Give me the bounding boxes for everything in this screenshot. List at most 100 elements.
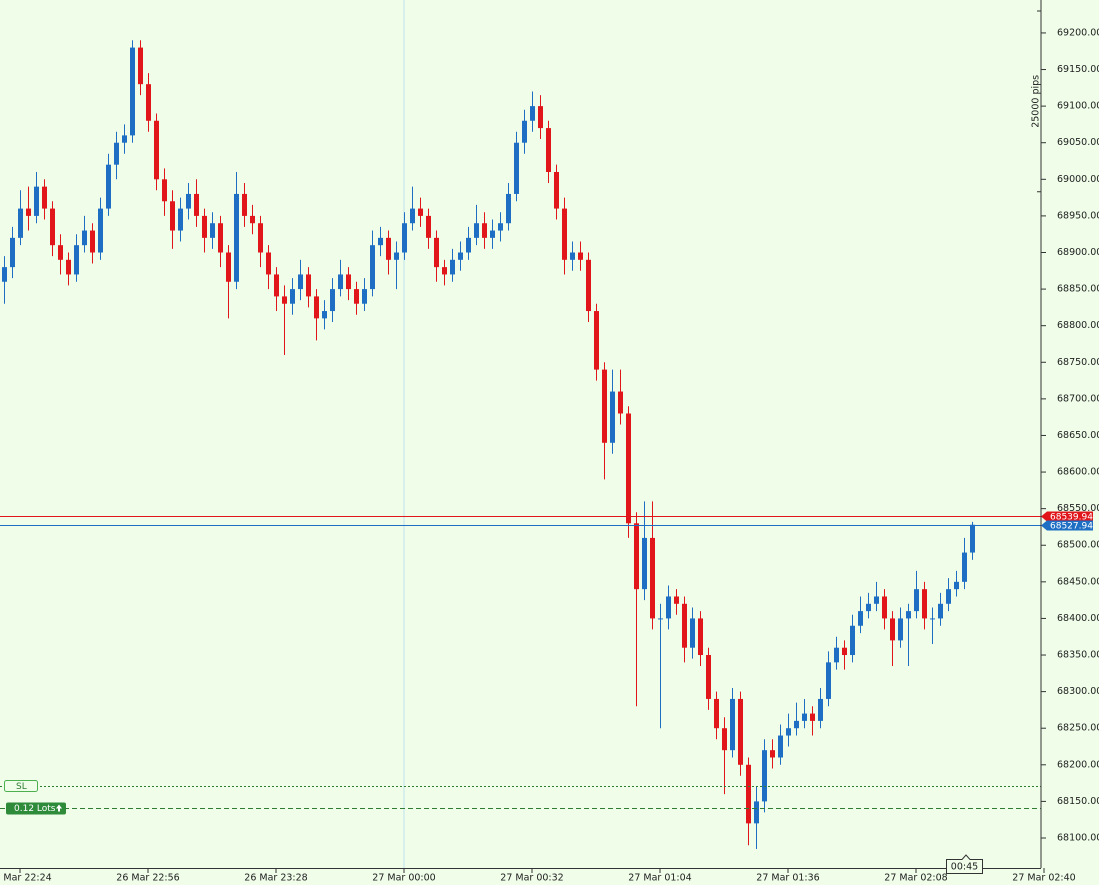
candle-body <box>26 208 31 216</box>
candle-body <box>66 259 71 275</box>
y-tick-label: 68150.00 <box>1057 796 1099 807</box>
candle-body <box>594 311 599 370</box>
candle-body <box>10 237 15 268</box>
candle-body <box>450 259 455 275</box>
candle-body <box>530 106 535 121</box>
price-tag-label: 68539.94 <box>1050 513 1093 523</box>
candle-body <box>426 215 431 238</box>
candle-body <box>698 618 703 656</box>
candle-body <box>354 289 359 304</box>
candle-body <box>290 289 295 304</box>
y-tick-label: 68950.00 <box>1057 210 1099 221</box>
y-tick-label: 68200.00 <box>1057 759 1099 770</box>
candle-body <box>754 801 759 824</box>
x-tick-label: 27 Mar 02:08 <box>884 873 947 884</box>
y-tick-label: 68700.00 <box>1057 393 1099 404</box>
candle-body <box>442 267 447 275</box>
candle-body <box>154 120 159 180</box>
y-tick-label: 68600.00 <box>1057 467 1099 478</box>
candle-body <box>482 223 487 238</box>
candle-body <box>490 230 495 238</box>
candle-body <box>746 764 751 824</box>
candle-body <box>922 589 927 619</box>
candle-body <box>602 369 607 443</box>
candle-body <box>538 106 543 129</box>
x-tick-label: 27 Mar 00:00 <box>372 873 435 884</box>
candle-body <box>730 698 735 751</box>
candle-body <box>866 603 871 612</box>
candle-body <box>578 252 583 260</box>
candle-body <box>18 208 23 238</box>
candle-body <box>674 596 679 604</box>
candle-body <box>714 698 719 729</box>
candle-body <box>50 208 55 246</box>
candle-body <box>226 252 231 282</box>
candle-body <box>938 603 943 619</box>
candle-body <box>946 589 951 604</box>
candle-body <box>218 223 223 253</box>
candle-body <box>474 223 479 238</box>
candle-body <box>82 230 87 246</box>
candle-body <box>554 171 559 209</box>
y-tick-label: 68350.00 <box>1057 650 1099 661</box>
candle-body <box>394 252 399 260</box>
candle-body <box>402 223 407 253</box>
y-tick-label: 68800.00 <box>1057 320 1099 331</box>
candle-body <box>466 237 471 253</box>
order-tag <box>6 802 66 815</box>
candle-body <box>378 237 383 246</box>
candle-body <box>882 596 887 619</box>
candle-body <box>386 237 391 260</box>
candle-body <box>210 223 215 238</box>
candle-body <box>202 215 207 238</box>
axes-layer: 68100.00 68150.00 68200.00 68250.00 68300.00… <box>0 27 1099 883</box>
candle-body <box>810 713 815 721</box>
candle-body <box>458 252 463 260</box>
candle-body <box>346 274 351 290</box>
price-tag-label: 68527.94 <box>1050 522 1093 532</box>
candle-body <box>114 142 119 165</box>
order-arrow <box>56 804 62 812</box>
candle-body <box>818 698 823 721</box>
order-tag <box>4 780 38 792</box>
x-tick-label: 27 Mar 02:40 <box>1012 873 1075 884</box>
y-tick-label: 68250.00 <box>1057 723 1099 734</box>
x-tick-label: 26 Mar 22:56 <box>116 873 179 884</box>
candle-body <box>362 289 367 304</box>
candle-body <box>842 647 847 656</box>
y-tick-label: 69200.00 <box>1057 27 1099 38</box>
y-tick-label: 68650.00 <box>1057 430 1099 441</box>
candle-body <box>410 208 415 224</box>
candle-body <box>778 735 783 758</box>
candle-body <box>178 208 183 231</box>
candle-body <box>74 245 79 275</box>
y-tick-label: 68300.00 <box>1057 686 1099 697</box>
candle-body <box>34 186 39 216</box>
candle-body <box>42 186 47 209</box>
candle-body <box>298 274 303 290</box>
candle-body <box>314 296 319 319</box>
y-tick-label: 69000.00 <box>1057 174 1099 185</box>
y-tick-label: 68850.00 <box>1057 284 1099 295</box>
candle-body <box>858 611 863 626</box>
candle-body <box>266 252 271 275</box>
candle-body <box>874 596 879 604</box>
candle-body <box>970 524 975 553</box>
candle-body <box>130 47 135 136</box>
candle-body <box>706 655 711 699</box>
candle-body <box>170 201 175 231</box>
candle-body <box>914 589 919 612</box>
candle-body <box>738 698 743 765</box>
candle-body <box>930 618 935 620</box>
candle-body <box>634 523 639 590</box>
candle-body <box>306 274 311 297</box>
candle-body <box>2 267 7 282</box>
y-tick-label: 68400.00 <box>1057 613 1099 624</box>
y-tick-label: 69150.00 <box>1057 64 1099 75</box>
candle-body <box>434 237 439 268</box>
candle-body <box>90 230 95 253</box>
x-tick-label: 26 Mar 22:24 <box>0 873 52 884</box>
candle-body <box>762 750 767 802</box>
candle-body <box>194 193 199 216</box>
